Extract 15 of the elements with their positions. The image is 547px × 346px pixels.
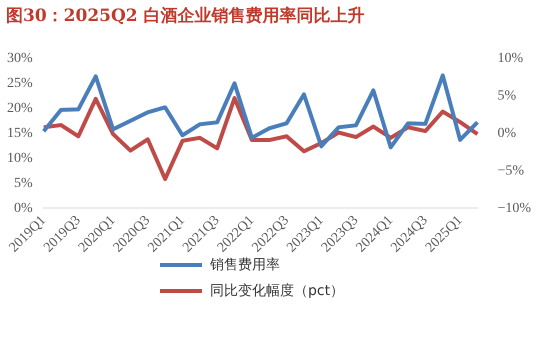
y2-tick-label: −5% (497, 163, 524, 178)
legend-label: 同比变化幅度（pct） (210, 282, 344, 300)
y-tick-label: 30% (6, 51, 33, 66)
y-tick-label: 25% (6, 76, 33, 92)
legend-label: 销售费用率 (210, 256, 280, 274)
y2-tick-label: 10% (497, 51, 524, 66)
y-tick-label: 0% (14, 200, 33, 216)
y-tick-label: 5% (14, 176, 33, 191)
y-tick-label: 10% (6, 150, 33, 166)
y2-tick-label: −10% (497, 200, 532, 216)
y-tick-label: 15% (6, 126, 33, 141)
y2-tick-label: 5% (497, 88, 516, 104)
y2-tick-label: 0% (497, 126, 516, 141)
chart-title: 图30：2025Q2 白酒企业销售费用率同比上升 (6, 5, 365, 27)
y-tick-label: 20% (6, 101, 33, 116)
